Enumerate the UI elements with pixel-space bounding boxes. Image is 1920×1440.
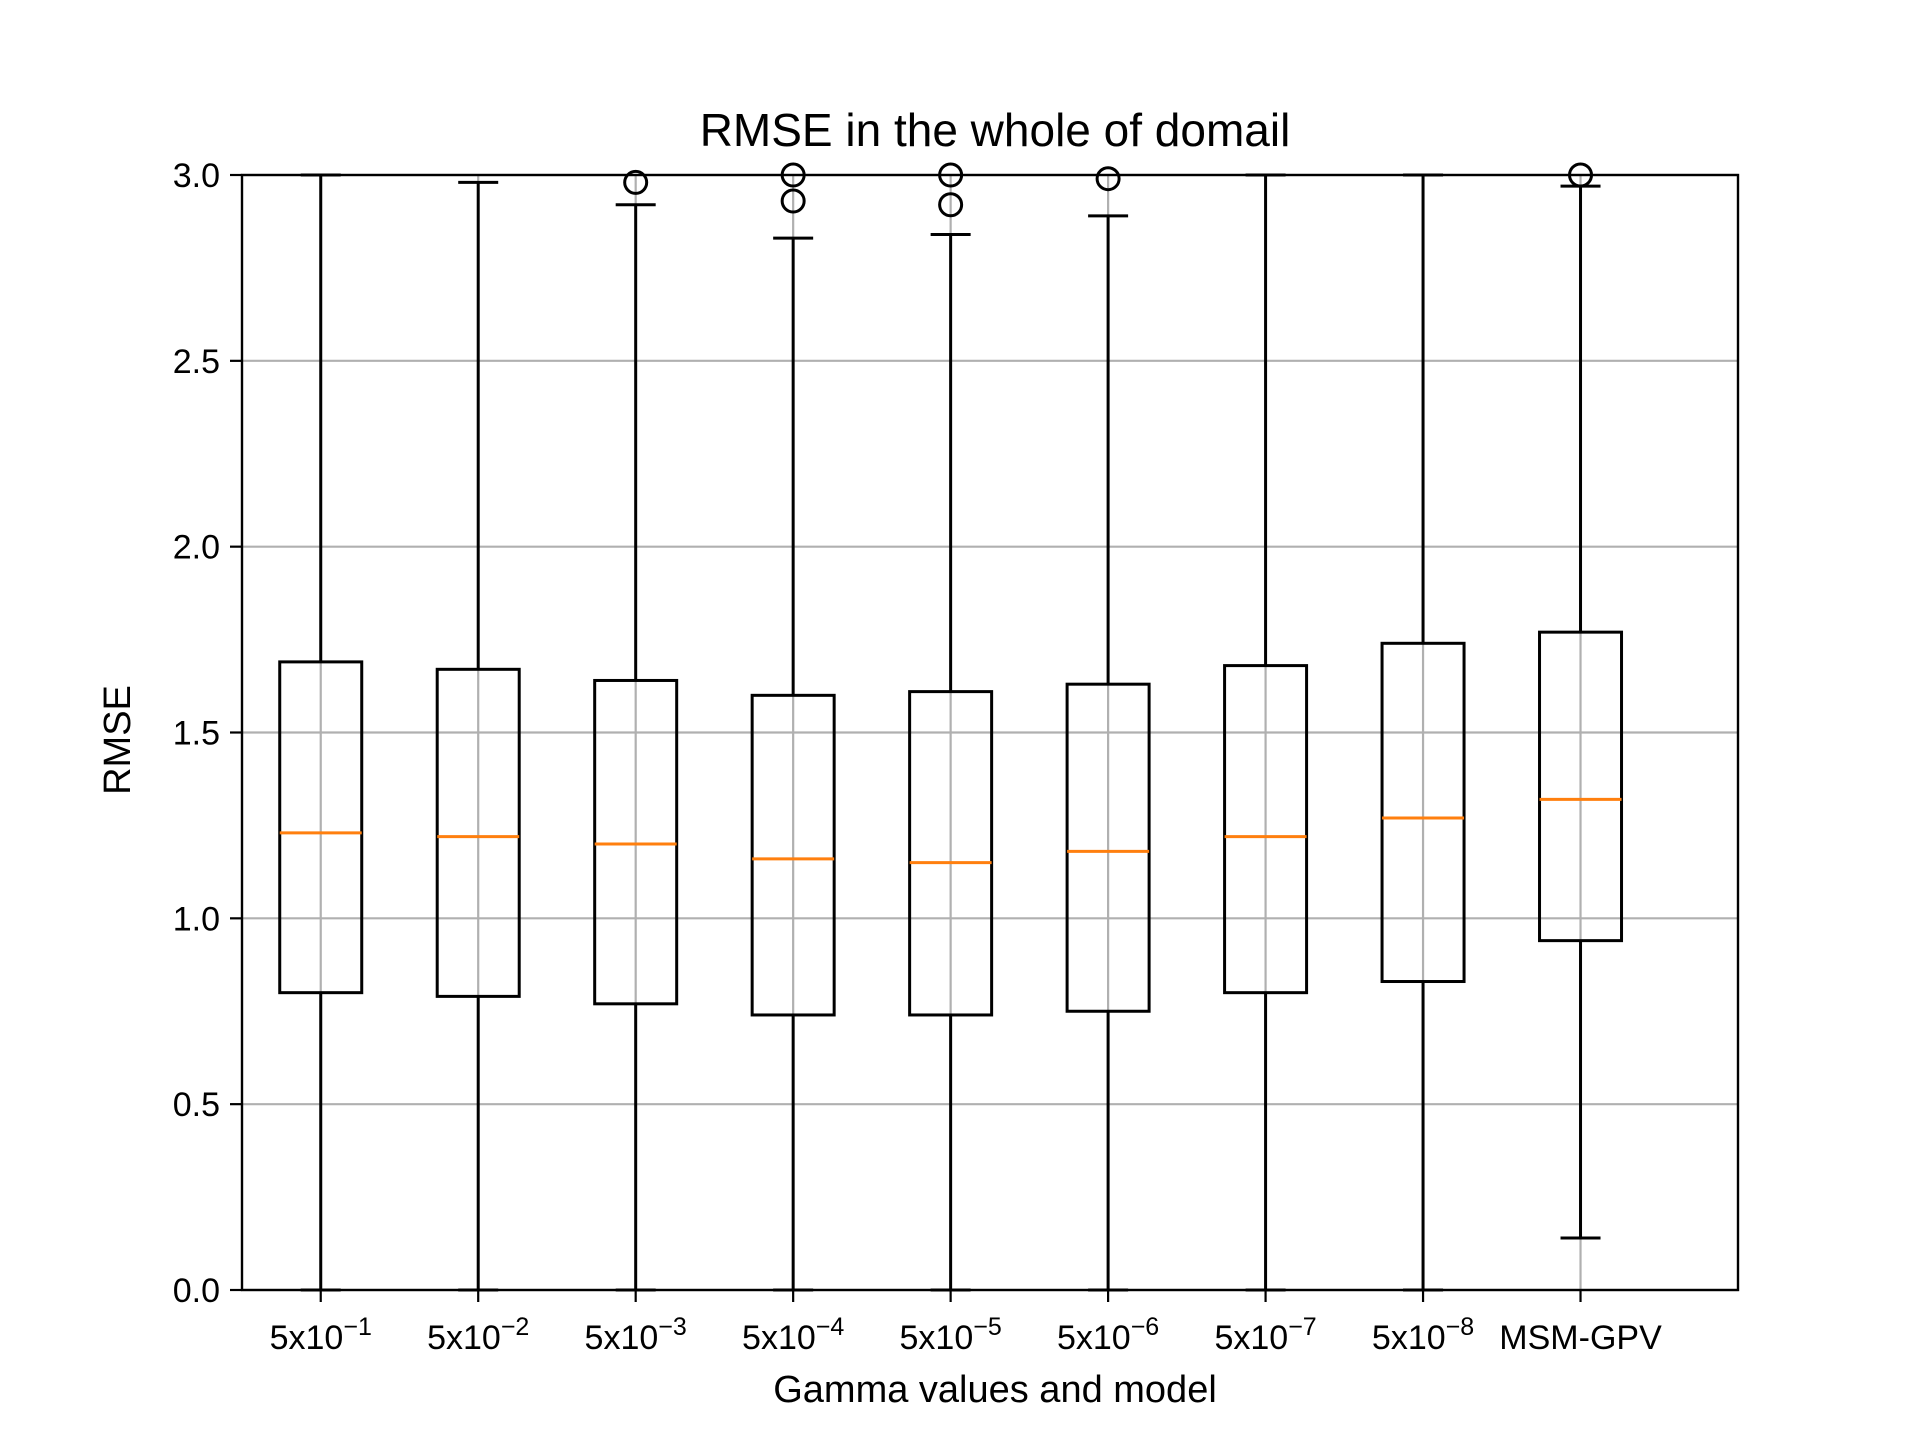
x-tick-label: 5x10−8 <box>1372 1313 1474 1357</box>
box-iqr <box>1065 682 1151 1013</box>
outlier-point <box>780 188 806 214</box>
box-item <box>278 173 364 1292</box>
y-tick-label: 0.0 <box>173 1272 220 1310</box>
y-tick-label: 2.5 <box>173 343 220 381</box>
box-item <box>593 169 679 1292</box>
axes: 0.0 0.5 1.0 1.5 2.0 2.5 3.0 5x10−1 5x10−2 5x10−3 5… <box>173 157 1740 1357</box>
x-tick-label-exponent: −7 <box>1288 1313 1317 1341</box>
grid-lines <box>242 173 1738 1292</box>
box-iqr <box>1223 664 1309 995</box>
plot-frame <box>240 173 1740 1292</box>
box-iqr <box>593 678 679 1006</box>
y-tick-label: 1.0 <box>173 900 220 938</box>
x-tick-label-exponent: −6 <box>1131 1313 1160 1341</box>
x-tick-label-exponent: −3 <box>658 1313 687 1341</box>
box-iqr <box>908 690 994 1017</box>
x-tick-label: MSM-GPV <box>1499 1319 1662 1357</box>
x-tick-label: 5x10−3 <box>585 1313 687 1357</box>
x-tick-label-exponent: −5 <box>973 1313 1002 1341</box>
x-tick-label: 5x10−1 <box>270 1313 372 1357</box>
x-tick-label-exponent: −4 <box>816 1313 845 1341</box>
box-series <box>278 162 1624 1292</box>
y-tick-label: 1.5 <box>173 715 220 753</box>
x-tick-label: 5x10−7 <box>1214 1313 1316 1357</box>
x-tick-label: 5x10−4 <box>742 1313 844 1357</box>
x-tick-label-exponent: −1 <box>343 1313 372 1341</box>
x-axis-title: Gamma values and model <box>773 1369 1217 1411</box>
chart-title: RMSE in the whole of domail <box>700 104 1291 156</box>
box-iqr <box>1538 630 1624 943</box>
outlier-point <box>938 192 964 218</box>
box-iqr <box>435 667 521 998</box>
box-iqr <box>750 693 836 1017</box>
x-tick-label-exponent: −2 <box>501 1313 530 1341</box>
y-tick-label: 3.0 <box>173 157 220 195</box>
x-tick-label: 5x10−5 <box>900 1313 1002 1357</box>
box-item <box>1380 173 1466 1292</box>
y-tick-label: 0.5 <box>173 1086 220 1124</box>
box-iqr <box>1380 641 1466 984</box>
box-iqr <box>278 660 364 995</box>
y-tick-label: 2.0 <box>173 529 220 567</box>
y-axis-title: RMSE <box>97 685 139 795</box>
x-tick-label: 5x10−6 <box>1057 1313 1159 1357</box>
outlier-point <box>623 169 649 195</box>
box-item <box>1065 166 1151 1292</box>
box-item <box>1538 162 1624 1240</box>
outlier-point <box>1095 166 1121 192</box>
x-tick-label: 5x10−2 <box>427 1313 529 1357</box>
x-tick-label-exponent: −8 <box>1446 1313 1475 1341</box>
